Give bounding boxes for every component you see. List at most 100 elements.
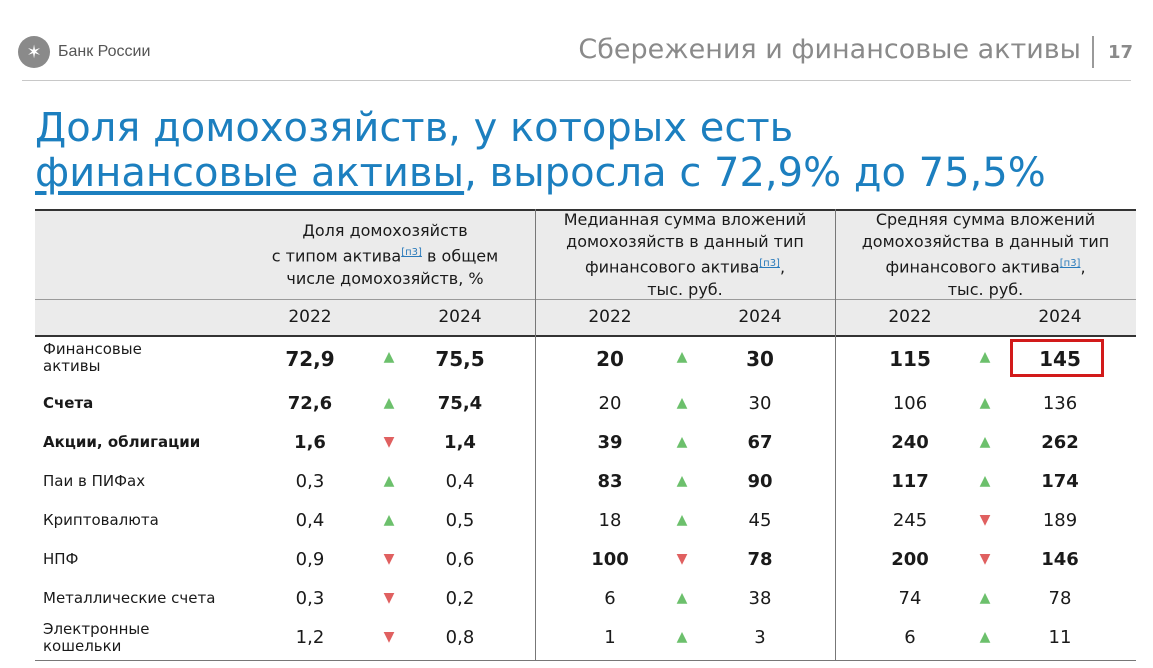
table-row: НПФ 0,9 0,6 100 78 200 146 ▼ ▼ ▼ <box>35 541 1136 579</box>
cell-value: 20 <box>596 347 624 371</box>
financial-assets-link[interactable]: финансовые активы <box>35 150 465 196</box>
title-line-2: , выросла с 72,9% до 75,5% <box>464 150 1046 196</box>
up-arrow-icon: ▲ <box>383 473 395 489</box>
cell-value: 90 <box>747 471 773 492</box>
bank-logo: ✶ Банк России <box>18 36 150 68</box>
table-row: Финансовые активы 72,9 75,5 20 30 115 145 ▲ ▲ ▲ <box>35 335 1136 375</box>
down-arrow-icon: ▼ <box>383 590 395 606</box>
cell-value: 117 <box>891 471 929 492</box>
up-arrow-icon: ▲ <box>676 629 688 645</box>
cell-value: 245 <box>892 510 928 531</box>
down-arrow-icon: ▼ <box>676 551 688 567</box>
cell-value: 1,2 <box>295 627 325 648</box>
cell-value: 18 <box>598 510 622 531</box>
header-median: Медианная сумма вложений домохозяйств в … <box>563 210 807 299</box>
up-arrow-icon: ▲ <box>383 512 395 528</box>
up-arrow-icon: ▲ <box>676 395 688 411</box>
cell-value: 20 <box>598 393 622 414</box>
cell-value: 67 <box>747 432 773 453</box>
cell-value: 38 <box>748 588 772 609</box>
down-arrow-icon: ▼ <box>979 512 991 528</box>
row-label: Финансовые активы <box>43 340 142 375</box>
highlight-box <box>1010 339 1104 377</box>
down-arrow-icon: ▼ <box>383 551 395 567</box>
cell-value: 0,2 <box>445 588 475 609</box>
cell-value: 106 <box>892 393 928 414</box>
cell-value: 174 <box>1041 471 1079 492</box>
row-label: НПФ <box>43 550 79 568</box>
down-arrow-icon: ▼ <box>979 551 991 567</box>
cell-value: 189 <box>1042 510 1078 531</box>
cell-value: 1,6 <box>294 432 326 453</box>
down-arrow-icon: ▼ <box>383 629 395 645</box>
row-label: Счета <box>43 394 94 412</box>
cell-value: 146 <box>1041 549 1079 570</box>
cell-value: 72,6 <box>287 393 333 414</box>
row-label: Акции, облигации <box>43 433 201 451</box>
up-arrow-icon: ▲ <box>676 349 688 365</box>
cell-value: 115 <box>889 347 931 371</box>
up-arrow-icon: ▲ <box>676 473 688 489</box>
title-line-1: Доля домохозяйств, у которых есть <box>35 105 794 151</box>
table-row: Счета 72,6 75,4 20 30 106 136 ▲ ▲ ▲ <box>35 385 1136 423</box>
cell-value: 75,5 <box>435 347 485 371</box>
up-arrow-icon: ▲ <box>676 590 688 606</box>
up-arrow-icon: ▲ <box>979 349 991 365</box>
row-label: Криптовалюта <box>43 511 159 529</box>
cell-value: 78 <box>747 549 773 570</box>
row-label: Металлические счета <box>43 589 216 607</box>
cell-value: 145 <box>1039 347 1081 371</box>
up-arrow-icon: ▲ <box>383 395 395 411</box>
cell-value: 0,4 <box>295 510 325 531</box>
column-divider <box>535 209 536 661</box>
cell-value: 136 <box>1042 393 1078 414</box>
table-bottom-rule <box>35 660 1136 661</box>
page-title: Доля домохозяйств, у которых есть финанс… <box>35 106 1135 196</box>
cell-value: 45 <box>748 510 772 531</box>
cell-value: 6 <box>604 588 616 609</box>
cell-value: 262 <box>1041 432 1079 453</box>
up-arrow-icon: ▲ <box>676 512 688 528</box>
cell-value: 30 <box>746 347 774 371</box>
brand-name: Банк России <box>58 43 151 60</box>
down-arrow-icon: ▼ <box>383 434 395 450</box>
cell-value: 0,3 <box>295 588 325 609</box>
header-divider-line <box>35 299 1136 300</box>
section-title: Сбережения и финансовые активы <box>578 34 1081 65</box>
table-row: Электронные кошельки 1,2 0,8 1 3 6 11 ▼ ▲ ▲ <box>35 619 1136 657</box>
cell-value: 100 <box>591 549 629 570</box>
footnote-link[interactable]: [п3] <box>759 258 780 270</box>
cell-value: 0,6 <box>445 549 475 570</box>
header-divider <box>1092 36 1094 68</box>
year-label: 2024 <box>738 307 782 327</box>
page-number: 17 <box>1107 42 1133 63</box>
cell-value: 39 <box>597 432 623 453</box>
cell-value: 0,5 <box>445 510 475 531</box>
header-share: Доля домохозяйств с типом актива[п3] в о… <box>271 221 499 288</box>
cell-value: 3 <box>754 627 766 648</box>
column-divider <box>835 209 836 661</box>
row-label: Паи в ПИФах <box>43 472 146 490</box>
year-label: 2022 <box>588 307 632 327</box>
header-rule <box>22 80 1131 81</box>
up-arrow-icon: ▲ <box>676 434 688 450</box>
up-arrow-icon: ▲ <box>979 629 991 645</box>
cell-value: 72,9 <box>285 347 335 371</box>
cell-value: 78 <box>1048 588 1072 609</box>
row-label: Электронные кошельки <box>43 620 150 655</box>
year-label: 2022 <box>888 307 932 327</box>
footnote-link[interactable]: [п3] <box>401 247 422 259</box>
cell-value: 30 <box>748 393 772 414</box>
cell-value: 240 <box>891 432 929 453</box>
footnote-link[interactable]: [п3] <box>1059 258 1081 270</box>
header-mean: Средняя сумма вложений домохозяйства в д… <box>861 210 1110 299</box>
table-header: Доля домохозяйств с типом актива[п3] в о… <box>35 209 1136 337</box>
cell-value: 1,4 <box>444 432 476 453</box>
cell-value: 0,4 <box>445 471 475 492</box>
eagle-emblem-icon: ✶ <box>18 36 50 68</box>
cell-value: 1 <box>604 627 616 648</box>
cell-value: 83 <box>597 471 623 492</box>
cell-value: 6 <box>904 627 916 648</box>
cell-value: 0,9 <box>295 549 325 570</box>
year-label: 2024 <box>1038 307 1082 327</box>
